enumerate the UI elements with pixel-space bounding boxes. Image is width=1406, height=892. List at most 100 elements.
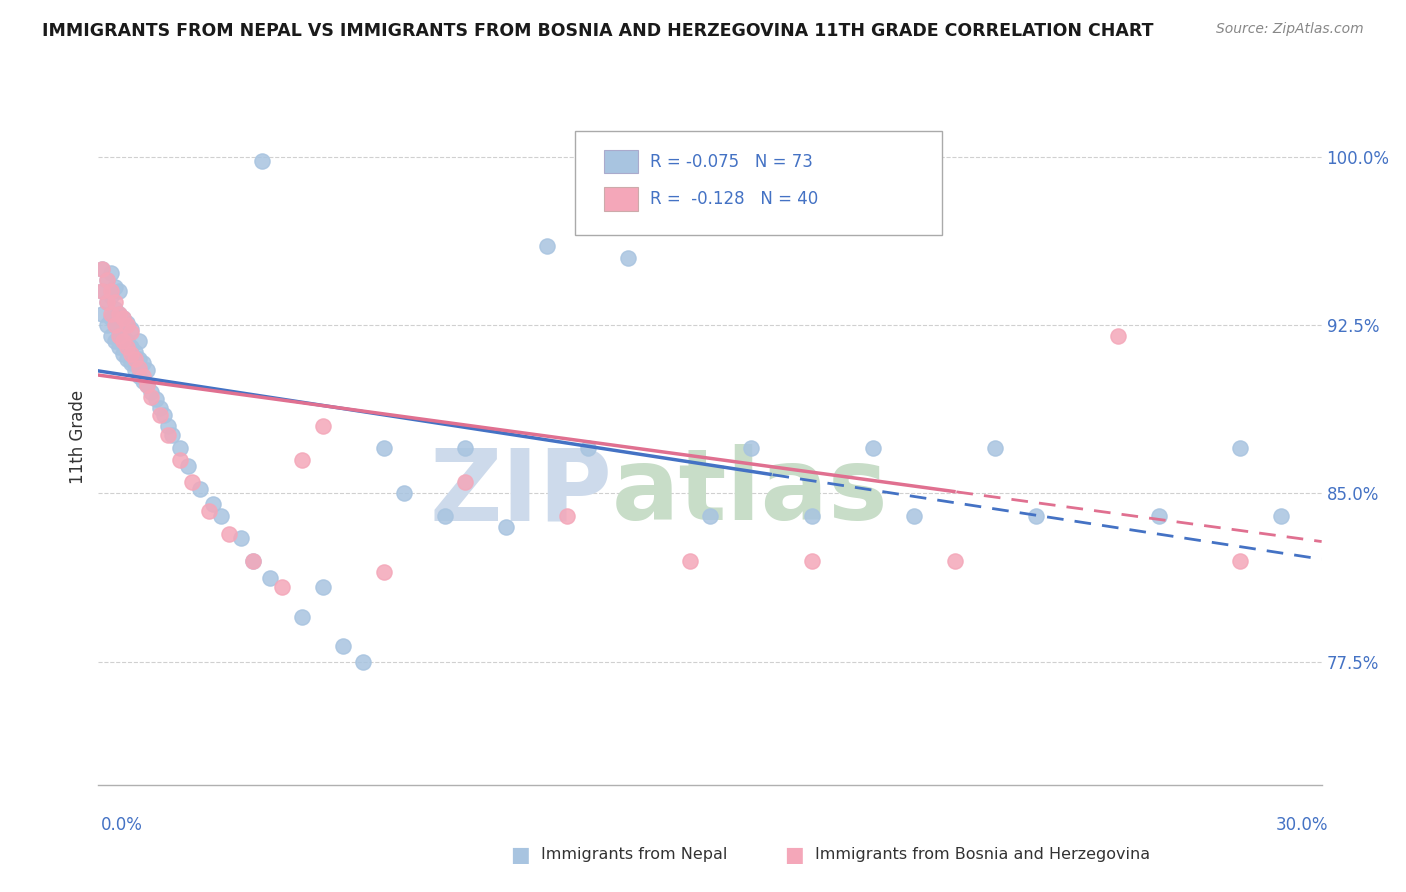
Point: [100, 311, 122, 326]
Point: [115, 334, 138, 348]
FancyBboxPatch shape: [575, 131, 942, 235]
Point: [120, 347, 142, 361]
Point: [111, 311, 134, 326]
Point: [943, 553, 966, 567]
Text: IMMIGRANTS FROM NEPAL VS IMMIGRANTS FROM BOSNIA AND HERZEGOVINA 11TH GRADE CORRE: IMMIGRANTS FROM NEPAL VS IMMIGRANTS FROM…: [42, 22, 1154, 40]
Point: [740, 442, 762, 456]
Point: [197, 504, 219, 518]
Point: [332, 639, 354, 653]
Point: [1229, 553, 1251, 567]
Point: [100, 284, 122, 298]
Point: [96, 273, 118, 287]
Text: 30.0%: 30.0%: [1277, 816, 1329, 834]
Text: ■: ■: [510, 845, 530, 864]
Point: [801, 508, 824, 523]
Point: [104, 316, 127, 330]
Point: [862, 442, 884, 456]
Point: [120, 322, 142, 336]
Point: [104, 279, 127, 293]
Point: [91, 261, 114, 276]
Point: [100, 307, 122, 321]
Point: [145, 392, 167, 406]
Point: [108, 307, 131, 321]
Point: [169, 452, 191, 467]
Point: [291, 609, 314, 624]
Point: [1147, 508, 1170, 523]
Point: [1107, 329, 1129, 343]
Point: [91, 284, 114, 298]
Point: [120, 325, 142, 339]
Point: [156, 427, 179, 442]
Point: [259, 572, 281, 586]
Point: [156, 418, 179, 433]
Point: [699, 508, 721, 523]
Point: [91, 284, 114, 298]
Point: [124, 351, 146, 366]
Point: [111, 347, 134, 361]
Point: [679, 553, 702, 567]
Point: [242, 553, 264, 567]
Point: [96, 318, 118, 332]
Point: [177, 459, 200, 474]
Point: [352, 655, 374, 669]
Point: [132, 356, 155, 370]
Text: Immigrants from Nepal: Immigrants from Nepal: [541, 847, 728, 862]
Y-axis label: 11th Grade: 11th Grade: [69, 390, 87, 484]
FancyBboxPatch shape: [603, 187, 638, 211]
Text: R =  -0.128   N = 40: R = -0.128 N = 40: [650, 190, 818, 208]
Point: [801, 553, 824, 567]
Point: [555, 508, 579, 523]
Point: [108, 284, 131, 298]
Point: [209, 508, 232, 523]
Point: [120, 340, 142, 354]
Point: [495, 520, 517, 534]
Point: [91, 261, 114, 276]
Point: [111, 311, 134, 326]
Point: [617, 251, 640, 265]
Point: [242, 553, 264, 567]
Text: Source: ZipAtlas.com: Source: ZipAtlas.com: [1216, 22, 1364, 37]
Point: [115, 340, 138, 354]
Point: [111, 334, 134, 348]
Point: [152, 408, 174, 422]
Point: [108, 329, 131, 343]
Point: [91, 307, 114, 321]
Text: atlas: atlas: [612, 444, 889, 541]
Point: [128, 369, 150, 384]
Point: [434, 508, 457, 523]
Point: [188, 482, 212, 496]
FancyBboxPatch shape: [603, 150, 638, 173]
Point: [100, 329, 122, 343]
Point: [96, 295, 118, 310]
Point: [100, 288, 122, 302]
Point: [576, 442, 599, 456]
Point: [312, 581, 335, 595]
Point: [1229, 442, 1251, 456]
Point: [392, 486, 416, 500]
Point: [169, 442, 191, 456]
Point: [149, 408, 172, 422]
Point: [270, 581, 294, 595]
Point: [100, 266, 122, 280]
Point: [201, 497, 224, 511]
Text: Immigrants from Bosnia and Herzegovina: Immigrants from Bosnia and Herzegovina: [815, 847, 1150, 862]
Point: [128, 334, 150, 348]
Point: [291, 452, 314, 467]
Point: [1270, 508, 1292, 523]
Text: ZIP: ZIP: [429, 444, 612, 541]
Point: [312, 418, 335, 433]
Point: [984, 442, 1007, 456]
Point: [454, 442, 477, 456]
Point: [903, 508, 925, 523]
Point: [218, 526, 240, 541]
Point: [96, 273, 118, 287]
Point: [862, 149, 884, 163]
Point: [132, 374, 155, 388]
Text: R = -0.075   N = 73: R = -0.075 N = 73: [650, 153, 813, 170]
Point: [181, 475, 204, 489]
Point: [136, 378, 159, 392]
Point: [373, 565, 395, 579]
Point: [108, 325, 131, 339]
Point: [104, 334, 127, 348]
Point: [132, 369, 155, 384]
